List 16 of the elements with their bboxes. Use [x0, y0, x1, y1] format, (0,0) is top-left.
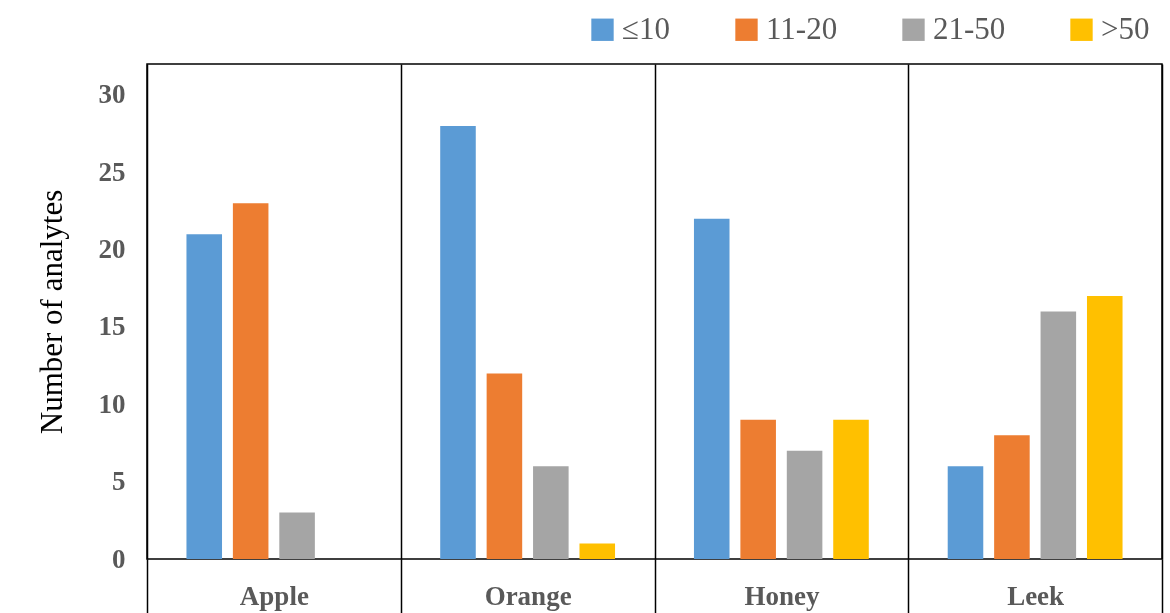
legend-label: ≤10 [622, 10, 671, 46]
y-tick-label: 25 [98, 156, 126, 187]
x-tick-label: Honey [744, 580, 820, 611]
y-tick-label: 15 [98, 311, 126, 342]
y-tick-label: 20 [98, 234, 126, 265]
x-tick-label: Apple [239, 580, 309, 611]
x-tick-label: Leek [1007, 580, 1065, 611]
x-tick-label: Orange [484, 580, 572, 611]
y-tick-label: 30 [98, 79, 126, 110]
legend-label: 11-20 [766, 10, 838, 46]
y-tick-label: 0 [112, 543, 126, 574]
legend-label: >50 [1101, 10, 1150, 46]
legend-label: 21-50 [933, 10, 1006, 46]
y-tick-label: 5 [112, 466, 126, 497]
y-axis-title: Number of analytes [33, 189, 69, 435]
y-tick-label: 10 [98, 388, 126, 419]
